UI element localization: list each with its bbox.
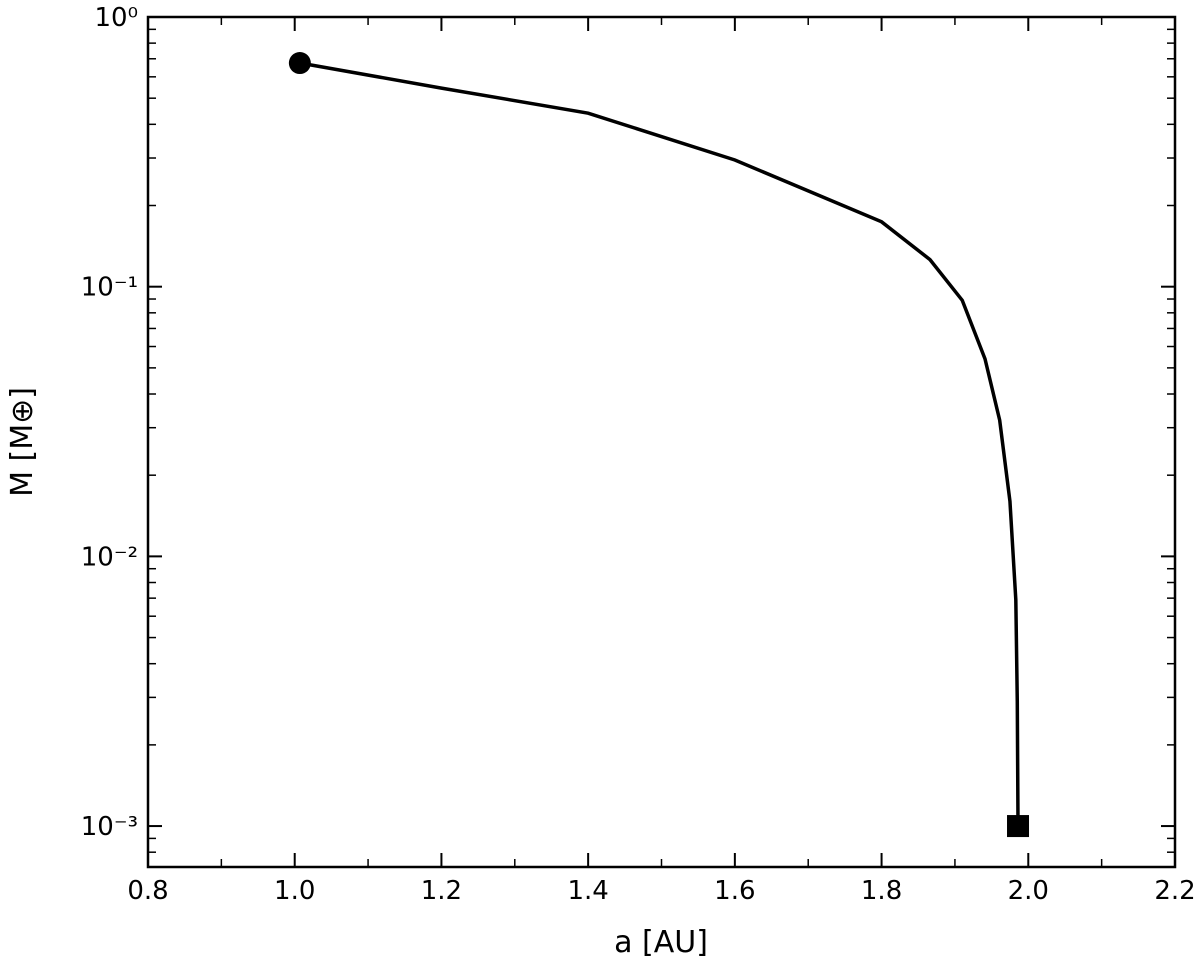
x-tick-label: 1.6 bbox=[714, 876, 755, 906]
line bbox=[299, 61, 1020, 827]
y-tick-label: 10⁻¹ bbox=[81, 273, 138, 303]
y-tick-label: 10⁻² bbox=[81, 542, 138, 572]
x-tick-label: 0.8 bbox=[127, 876, 168, 906]
end-marker bbox=[1007, 815, 1030, 838]
y-tick-label: 10⁻³ bbox=[81, 812, 138, 842]
x-tick-label: 2.2 bbox=[1154, 876, 1195, 906]
x-tick-label: 1.2 bbox=[421, 876, 462, 906]
x-axis-label: a [AU] bbox=[614, 925, 708, 959]
x-tick-label: 1.4 bbox=[567, 876, 608, 906]
x-tick-label: 1.0 bbox=[274, 876, 315, 906]
y-tick-label: 10⁰ bbox=[94, 3, 138, 33]
x-tick-label: 1.8 bbox=[861, 876, 902, 906]
start-marker bbox=[288, 52, 311, 75]
y-axis-label: M [M⊕] bbox=[5, 387, 40, 497]
plot-frame bbox=[146, 15, 1177, 869]
x-tick-label: 2.0 bbox=[1008, 876, 1049, 906]
